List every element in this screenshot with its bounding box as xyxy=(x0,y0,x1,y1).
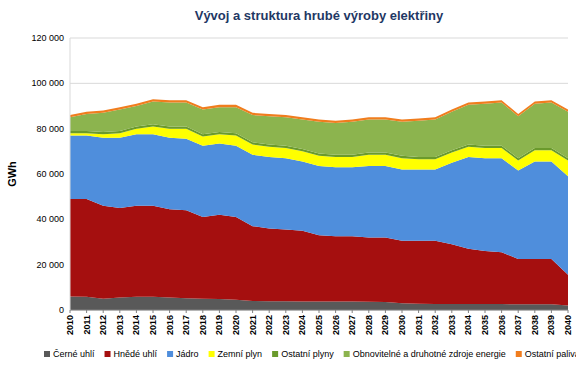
y-tick-label: 60 000 xyxy=(36,169,64,179)
x-tick xyxy=(518,310,519,313)
x-tick-label: 2031 xyxy=(414,315,424,335)
x-tick-label: 2011 xyxy=(82,315,92,335)
legend-swatch xyxy=(344,351,350,357)
y-tick-label: 40 000 xyxy=(36,214,64,224)
x-tick-label: 2024 xyxy=(297,315,307,335)
x-tick-label: 2033 xyxy=(447,315,457,335)
x-tick xyxy=(485,310,486,313)
x-tick xyxy=(103,310,104,313)
x-tick-label: 2028 xyxy=(364,315,374,335)
x-tick-label: 2018 xyxy=(198,315,208,335)
x-tick xyxy=(302,310,303,313)
legend-label: Zemní plyn xyxy=(218,349,263,359)
x-tick xyxy=(418,310,419,313)
x-tick xyxy=(153,310,154,313)
x-tick-label: 2036 xyxy=(497,315,507,335)
x-tick-label: 2016 xyxy=(165,315,175,335)
x-tick xyxy=(385,310,386,313)
x-tick-label: 2010 xyxy=(65,315,75,335)
x-tick xyxy=(169,310,170,313)
x-tick xyxy=(319,310,320,313)
x-tick xyxy=(402,310,403,313)
legend-swatch xyxy=(272,351,278,357)
area xyxy=(70,99,568,123)
x-tick-label: 2037 xyxy=(513,315,523,335)
x-tick-label: 2023 xyxy=(281,315,291,335)
y-tick-label: 100 000 xyxy=(31,78,64,88)
area xyxy=(70,101,568,158)
y-axis-label: GWh xyxy=(6,161,18,187)
x-tick-label: 2025 xyxy=(314,315,324,335)
y-tick-label: 120 000 xyxy=(31,33,64,43)
x-tick xyxy=(501,310,502,313)
legend-swatch xyxy=(105,351,111,357)
x-tick xyxy=(236,310,237,313)
x-tick xyxy=(551,310,552,313)
x-tick-label: 2014 xyxy=(131,315,141,335)
x-tick-label: 2035 xyxy=(480,315,490,335)
legend-label: Hnědé uhlí xyxy=(114,349,158,359)
x-tick-label: 2039 xyxy=(546,315,556,335)
y-tick-label: 20 000 xyxy=(36,260,64,270)
x-tick-label: 2027 xyxy=(347,315,357,335)
x-tick-label: 2034 xyxy=(463,315,473,335)
y-tick-label: 0 xyxy=(59,305,64,315)
x-tick xyxy=(252,310,253,313)
x-tick-label: 2032 xyxy=(430,315,440,335)
x-tick xyxy=(468,310,469,313)
x-tick xyxy=(534,310,535,313)
x-tick-label: 2029 xyxy=(380,315,390,335)
plot-area xyxy=(70,99,568,310)
x-tick xyxy=(119,310,120,313)
x-tick-label: 2019 xyxy=(214,315,224,335)
x-tick xyxy=(86,310,87,313)
legend-label: Jádro xyxy=(176,349,199,359)
x-tick xyxy=(435,310,436,313)
x-tick xyxy=(368,310,369,313)
x-tick xyxy=(285,310,286,313)
x-tick-label: 2040 xyxy=(563,315,573,335)
x-tick xyxy=(202,310,203,313)
x-tick xyxy=(219,310,220,313)
legend-swatch xyxy=(209,351,215,357)
x-tick-label: 2026 xyxy=(331,315,341,335)
x-tick xyxy=(70,310,71,313)
title: Vývoj a struktura hrubé výroby elektřiny xyxy=(195,8,444,23)
x-tick-label: 2022 xyxy=(264,315,274,335)
y-tick-label: 80 000 xyxy=(36,124,64,134)
grid-line xyxy=(70,38,568,39)
x-tick xyxy=(451,310,452,313)
legend-label: Ostatní plyny xyxy=(281,349,334,359)
chart: Vývoj a struktura hrubé výroby elektřiny… xyxy=(0,0,576,373)
x-tick xyxy=(335,310,336,313)
legend-swatch xyxy=(167,351,173,357)
x-tick xyxy=(136,310,137,313)
legend-label: Černé uhlí xyxy=(53,349,95,359)
legend-label: Obnovitelné a druhotné zdroje energie xyxy=(353,349,506,359)
x-tick-label: 2021 xyxy=(248,315,258,335)
x-tick-label: 2013 xyxy=(115,315,125,335)
x-tick xyxy=(352,310,353,313)
x-tick-label: 2012 xyxy=(98,315,108,335)
legend-swatch xyxy=(44,351,50,357)
x-tick xyxy=(269,310,270,313)
x-tick xyxy=(568,310,569,313)
grid-line xyxy=(70,83,568,84)
x-tick-label: 2038 xyxy=(530,315,540,335)
legend-swatch xyxy=(516,351,522,357)
x-tick xyxy=(186,310,187,313)
x-tick-label: 2030 xyxy=(397,315,407,335)
x-tick-label: 2017 xyxy=(181,315,191,335)
x-tick-label: 2015 xyxy=(148,315,158,335)
legend-label: Ostatní paliva xyxy=(525,349,576,359)
x-tick-label: 2020 xyxy=(231,315,241,335)
y-axis xyxy=(70,38,71,310)
